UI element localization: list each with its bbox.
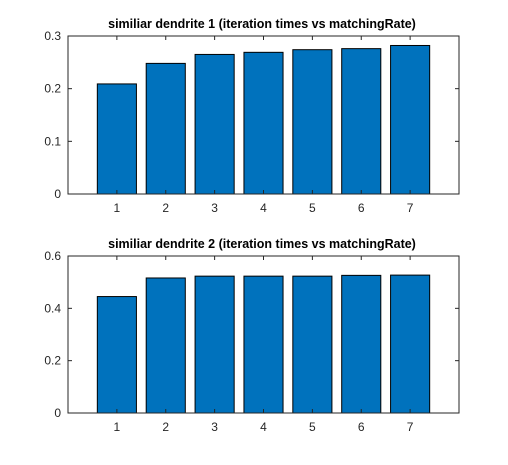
- chart-2-xtick-label: 4: [260, 420, 267, 434]
- chart-1-bar-4: [243, 51, 284, 195]
- chart-2-plot: 0 0.2 0.4 0.6 1 2 3 4 5 6 7: [44, 249, 460, 434]
- chart-2-xtick-label: 1: [114, 420, 121, 434]
- chart-1-bar-6: [341, 48, 382, 195]
- chart-1-ytick-label: 0: [54, 187, 61, 201]
- chart-1-bar-1: [96, 83, 137, 195]
- chart-1-ytick-label: 0.1: [44, 134, 61, 148]
- chart-2-bar-7: [390, 274, 431, 414]
- chart-1: similiar dendrite 1 (iteration times vs …: [44, 17, 460, 215]
- chart-1-xtick-label: 3: [211, 201, 218, 215]
- chart-1-xtick-label: 4: [260, 201, 267, 215]
- chart-2-bar-4: [243, 275, 284, 414]
- chart-2-ytick-label: 0.4: [44, 301, 61, 315]
- chart-2-xtick-label: 2: [162, 420, 169, 434]
- chart-2-ytick-label: 0: [54, 406, 61, 420]
- chart-1-xtick-label: 6: [358, 201, 365, 215]
- chart-2-bar-1: [96, 296, 137, 414]
- chart-1-ytick-label: 0.2: [44, 82, 61, 96]
- chart-2: similiar dendrite 2 (iteration times vs …: [44, 237, 460, 434]
- chart-2-xtick-label: 5: [309, 420, 316, 434]
- chart-2-ytick-label: 0.6: [44, 249, 61, 263]
- chart-2-xtick-label: 3: [211, 420, 218, 434]
- chart-2-bar-6: [341, 274, 382, 414]
- chart-1-bar-2: [145, 62, 186, 195]
- chart-1-bar-3: [194, 53, 235, 195]
- chart-1-xtick-label: 1: [114, 201, 121, 215]
- chart-2-bar-3: [194, 275, 235, 414]
- chart-2-title: similiar dendrite 2 (iteration times vs …: [108, 237, 416, 251]
- chart-2-ytick-label: 0.2: [44, 354, 61, 368]
- chart-1-xtick-label: 2: [162, 201, 169, 215]
- chart-1-title: similiar dendrite 1 (iteration times vs …: [108, 17, 416, 31]
- chart-2-bar-5: [292, 275, 333, 414]
- chart-1-plot: 0 0.1 0.2 0.3 1 2 3 4 5 6 7: [44, 29, 460, 215]
- chart-1-ytick-label: 0.3: [44, 29, 61, 43]
- chart-2-xtick-label: 7: [407, 420, 414, 434]
- chart-2-xtick-label: 6: [358, 420, 365, 434]
- chart-1-xtick-label: 7: [407, 201, 414, 215]
- chart-1-xtick-label: 5: [309, 201, 316, 215]
- chart-1-bar-7: [390, 44, 431, 195]
- chart-2-bar-2: [145, 277, 186, 414]
- chart-1-bar-5: [292, 49, 333, 195]
